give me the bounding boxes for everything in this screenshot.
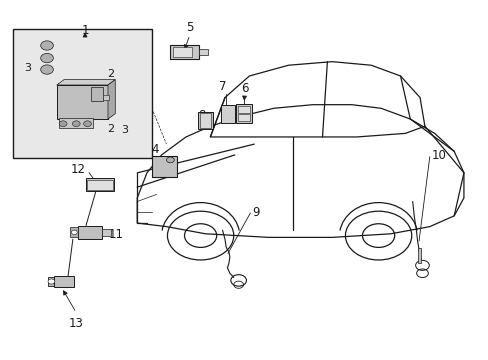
Text: 10: 10 — [430, 149, 445, 162]
Text: 12: 12 — [71, 163, 86, 176]
Polygon shape — [57, 80, 115, 85]
Polygon shape — [417, 248, 420, 263]
Bar — [86, 178, 114, 192]
Text: 3: 3 — [24, 63, 31, 73]
Text: 5: 5 — [186, 21, 193, 34]
Text: 7: 7 — [218, 80, 226, 93]
Text: 2: 2 — [107, 124, 114, 134]
Circle shape — [41, 53, 53, 63]
Text: 8: 8 — [198, 109, 205, 122]
Bar — [59, 118, 93, 128]
Bar — [57, 85, 108, 119]
Text: 4: 4 — [151, 143, 159, 156]
Bar — [87, 180, 113, 190]
Bar — [236, 104, 251, 123]
Bar — [54, 276, 74, 287]
Bar — [13, 30, 152, 158]
Polygon shape — [70, 227, 78, 237]
Text: 6: 6 — [240, 82, 248, 95]
Text: 13: 13 — [69, 317, 83, 330]
Bar — [237, 106, 250, 113]
Bar — [170, 45, 198, 59]
Text: 9: 9 — [251, 206, 259, 219]
Circle shape — [83, 121, 91, 127]
Bar — [91, 87, 103, 101]
Bar — [78, 226, 102, 239]
Circle shape — [48, 279, 55, 284]
Bar — [152, 156, 177, 177]
Polygon shape — [108, 80, 115, 119]
Circle shape — [71, 230, 77, 234]
Circle shape — [41, 41, 53, 50]
Text: 11: 11 — [109, 228, 123, 241]
Polygon shape — [48, 277, 54, 286]
Bar — [103, 95, 109, 100]
Circle shape — [166, 157, 174, 163]
Bar — [172, 47, 192, 57]
Circle shape — [41, 65, 53, 74]
Bar — [199, 113, 211, 128]
Bar — [102, 229, 111, 235]
Bar — [198, 49, 208, 55]
Text: 2: 2 — [107, 69, 114, 79]
Text: 1: 1 — [81, 24, 89, 37]
Text: 3: 3 — [121, 125, 128, 135]
Bar — [221, 105, 234, 123]
Bar — [198, 112, 212, 129]
Circle shape — [72, 121, 80, 127]
Bar — [237, 114, 250, 121]
Circle shape — [59, 121, 67, 127]
